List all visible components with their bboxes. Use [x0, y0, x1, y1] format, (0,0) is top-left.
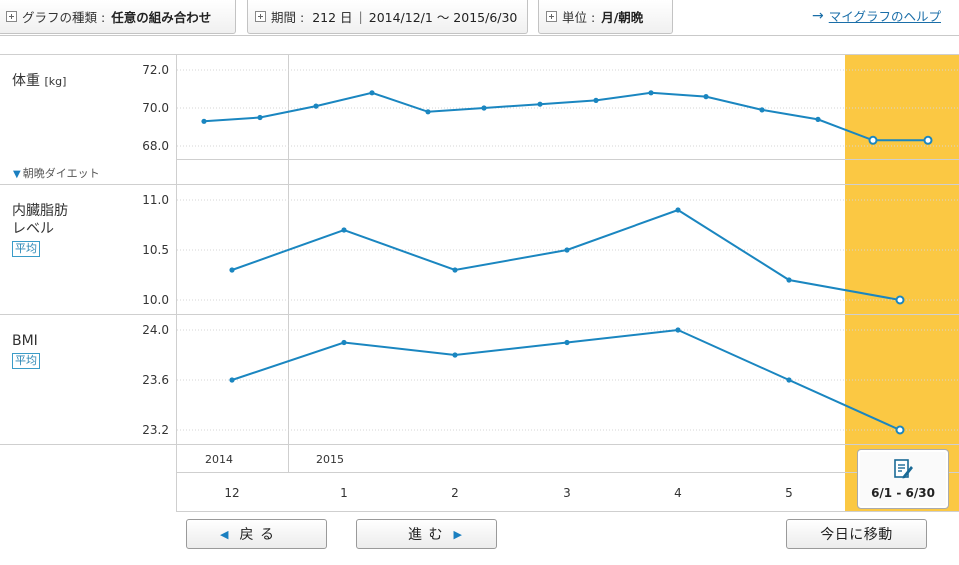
- today-button[interactable]: 今日に移動: [786, 519, 927, 549]
- series-line: [231, 328, 901, 431]
- period-label: 期間 :: [271, 10, 305, 25]
- y-tick-label: 10.5: [142, 243, 169, 257]
- forward-button[interactable]: 進 む ▶: [356, 519, 497, 549]
- data-point: [564, 339, 570, 346]
- bmi-row-label: BMI 平均: [12, 332, 40, 369]
- graph-type-value: 任意の組み合わせ: [111, 10, 212, 25]
- triangle-left-icon: ◀: [220, 527, 230, 541]
- tab-unit[interactable]: 単位 : 月/朝晩: [538, 0, 673, 34]
- expand-icon: [546, 11, 557, 22]
- edit-note-icon: [894, 459, 913, 479]
- data-point: [703, 94, 709, 100]
- unit-label: 単位 :: [562, 10, 596, 25]
- year-label: 2014: [205, 453, 233, 466]
- tab-graph-type[interactable]: グラフの種類 : 任意の組み合わせ: [0, 0, 236, 34]
- separator: |: [358, 9, 363, 24]
- data-point: [564, 247, 570, 253]
- back-button-label: 戻 る: [239, 527, 275, 543]
- graph-type-label: グラフの種類 :: [22, 10, 106, 25]
- y-tick-label: 23.6: [142, 373, 169, 387]
- help-link[interactable]: → マイグラフのヘルプ: [812, 6, 941, 25]
- weight-row-label: 体重 [kg]: [12, 72, 66, 91]
- average-badge: 平均: [12, 241, 40, 257]
- data-point: [923, 135, 933, 145]
- y-tick-labels: 72.0 70.0 68.0 11.0 10.5 10.0 24.0 23.6 23.2: [142, 63, 169, 437]
- visceral-title-line1: 内臓脂肪: [12, 203, 68, 219]
- data-point: [452, 267, 458, 273]
- series-lines: [201, 90, 933, 435]
- back-button[interactable]: ◀ 戻 る: [186, 519, 327, 549]
- y-tick-label: 10.0: [142, 293, 169, 307]
- month-label: 4: [674, 486, 682, 500]
- data-point: [786, 377, 792, 383]
- data-point: [593, 97, 599, 103]
- expand-icon: [255, 11, 266, 22]
- current-period-highlight: [845, 54, 959, 511]
- month-label: 2: [451, 486, 459, 500]
- edit-period-button[interactable]: 6/1 - 6/30: [858, 450, 948, 508]
- data-point: [229, 377, 235, 383]
- data-point: [341, 227, 347, 233]
- graph-frame: [0, 54, 959, 512]
- data-point: [257, 114, 263, 121]
- data-point: [313, 103, 319, 109]
- month-label: 1: [340, 486, 348, 500]
- data-point: [229, 267, 235, 273]
- data-point: [675, 207, 681, 213]
- diet-selector[interactable]: ▼ 朝晩ダイエット: [13, 165, 100, 181]
- edit-period-range: 6/1 - 6/30: [871, 486, 935, 500]
- y-tick-label: 72.0: [142, 63, 169, 77]
- series-line: [203, 91, 928, 142]
- month-label: 12: [224, 486, 239, 500]
- data-point: [648, 90, 654, 96]
- year-label: 2015: [316, 453, 344, 466]
- month-label: 5: [785, 486, 793, 500]
- bmi-title: BMI: [12, 333, 38, 349]
- triangle-right-icon: ▶: [453, 527, 463, 541]
- expand-icon: [6, 11, 17, 22]
- data-point: [868, 135, 878, 145]
- weight-title: 体重: [12, 73, 40, 89]
- data-point: [815, 116, 821, 122]
- today-button-label: 今日に移動: [820, 527, 893, 543]
- data-point: [201, 118, 207, 124]
- arrow-right-icon: →: [812, 7, 824, 24]
- data-point: [452, 352, 458, 358]
- data-point: [537, 101, 543, 107]
- y-tick-label: 24.0: [142, 323, 169, 337]
- tab-period[interactable]: 期間 : 212 日 | 2014/12/1 〜 2015/6/30: [247, 0, 528, 34]
- visceral-title-line2: レベル: [12, 221, 54, 237]
- weight-unit: [kg]: [44, 75, 67, 88]
- period-days: 212 日: [312, 10, 353, 25]
- help-link-text: マイグラフのヘルプ: [828, 9, 941, 24]
- data-point: [895, 295, 905, 305]
- triangle-down-icon: ▼: [13, 169, 21, 180]
- graph-area: 72.0 70.0 68.0 11.0 10.5 10.0 24.0 23.6 23.2 201…: [0, 54, 959, 512]
- forward-button-label: 進 む: [408, 527, 444, 543]
- top-bar: グラフの種類 : 任意の組み合わせ 期間 : 212 日 | 2014/12/1…: [0, 0, 959, 36]
- data-point: [675, 327, 681, 333]
- y-tick-label: 70.0: [142, 101, 169, 115]
- data-point: [341, 339, 347, 346]
- series-line: [231, 208, 901, 301]
- y-tick-label: 68.0: [142, 139, 169, 153]
- data-point: [481, 105, 487, 111]
- period-range: 2014/12/1 〜 2015/6/30: [368, 10, 518, 25]
- unit-value: 月/朝晩: [601, 10, 644, 25]
- data-point: [895, 425, 905, 435]
- average-badge: 平均: [12, 353, 40, 369]
- y-tick-label: 11.0: [142, 193, 169, 207]
- month-label: 3: [563, 486, 571, 500]
- visceral-row-label: 内臓脂肪 レベル 平均: [12, 202, 68, 257]
- data-point: [786, 277, 792, 283]
- data-point: [369, 90, 375, 96]
- data-point: [759, 107, 765, 113]
- data-point: [425, 109, 431, 115]
- diet-label: 朝晩ダイエット: [22, 167, 100, 180]
- y-tick-label: 23.2: [142, 423, 169, 437]
